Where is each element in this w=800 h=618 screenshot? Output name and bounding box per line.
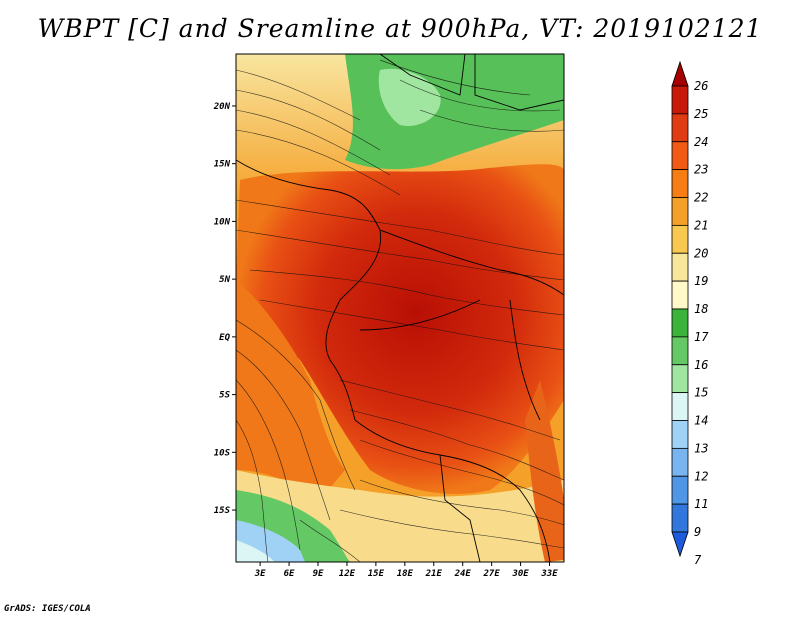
wbpt-field	[236, 54, 564, 562]
colorbar-swatch	[671, 60, 689, 87]
colorbar-label: 15	[694, 386, 708, 400]
colorbar-label: 24	[694, 135, 708, 149]
colorbar-swatch	[671, 85, 689, 115]
lat-tick-label: 5N	[219, 275, 230, 285]
colorbar: 26 25 24 23 22 21 20 19 18 17 16 15 14 13 12 11 9 7	[671, 60, 709, 567]
lat-tick-label: 20N	[213, 102, 231, 112]
credit-text: GrADS: IGES/COLA	[4, 604, 91, 614]
colorbar-swatch	[671, 113, 689, 143]
colorbar-swatch	[671, 531, 689, 558]
colorbar-label: 22	[694, 191, 708, 205]
lon-tick-label: 27E	[483, 569, 501, 579]
colorbar-swatch	[671, 308, 689, 338]
lon-tick-label: 6E	[284, 569, 295, 579]
lat-tick-label: EQ	[219, 333, 230, 343]
lat-tick-label: 15S	[214, 506, 231, 516]
colorbar-label: 11	[694, 497, 708, 511]
colorbar-label: 12	[694, 469, 708, 483]
colorbar-swatch	[671, 252, 689, 282]
colorbar-swatch	[671, 197, 689, 226]
lon-tick-label: 33E	[540, 569, 558, 579]
colorbar-label: 17	[694, 330, 709, 344]
lon-tick-label: 18E	[397, 569, 414, 579]
colorbar-label: 25	[694, 107, 708, 121]
colorbar-swatch	[671, 503, 689, 533]
lon-tick-label: 15E	[368, 569, 385, 579]
colorbar-swatch	[671, 336, 689, 366]
colorbar-label: 16	[694, 358, 708, 372]
colorbar-label: 9	[694, 525, 701, 539]
lon-tick-label: 3E	[254, 569, 266, 579]
colorbar-swatch	[671, 169, 689, 198]
colorbar-swatch	[671, 475, 689, 505]
colorbar-swatch	[671, 280, 689, 310]
longitude-axis: 3E 6E 9E 12E 15E 18E 21E 24E 27E 30E 33E	[254, 562, 558, 579]
colorbar-label: 19	[694, 274, 708, 288]
colorbar-swatch	[671, 141, 689, 171]
lon-tick-label: 12E	[339, 569, 356, 579]
colorbar-swatch	[671, 447, 689, 477]
lon-tick-label: 9E	[313, 569, 324, 579]
colorbar-label: 18	[694, 302, 708, 316]
colorbar-label: 20	[694, 246, 708, 260]
colorbar-swatch	[671, 364, 689, 394]
map-frame	[235, 53, 565, 563]
colorbar-swatch	[671, 224, 689, 254]
colorbar-swatch	[671, 420, 689, 449]
latitude-axis: 20N 15N 10N 5N EQ 5S 10S 15S	[213, 102, 236, 516]
lat-tick-label: 10N	[214, 217, 231, 227]
lat-tick-label: 15N	[214, 160, 231, 170]
colorbar-label: 13	[694, 441, 708, 455]
colorbar-label: 14	[694, 414, 708, 428]
lon-tick-label: 21E	[425, 569, 443, 579]
lat-tick-label: 5S	[219, 391, 230, 401]
colorbar-swatch	[671, 392, 689, 421]
colorbar-label: 26	[694, 79, 708, 93]
lat-tick-label: 10S	[214, 448, 231, 458]
lon-tick-label: 30E	[511, 569, 529, 579]
lon-tick-label: 24E	[454, 569, 472, 579]
colorbar-label: 7	[694, 553, 702, 567]
chart-title: WBPT [C] and Sreamline at 900hPa, VT: 20…	[37, 14, 763, 43]
colorbar-label: 23	[694, 163, 708, 177]
colorbar-label: 21	[694, 218, 708, 232]
